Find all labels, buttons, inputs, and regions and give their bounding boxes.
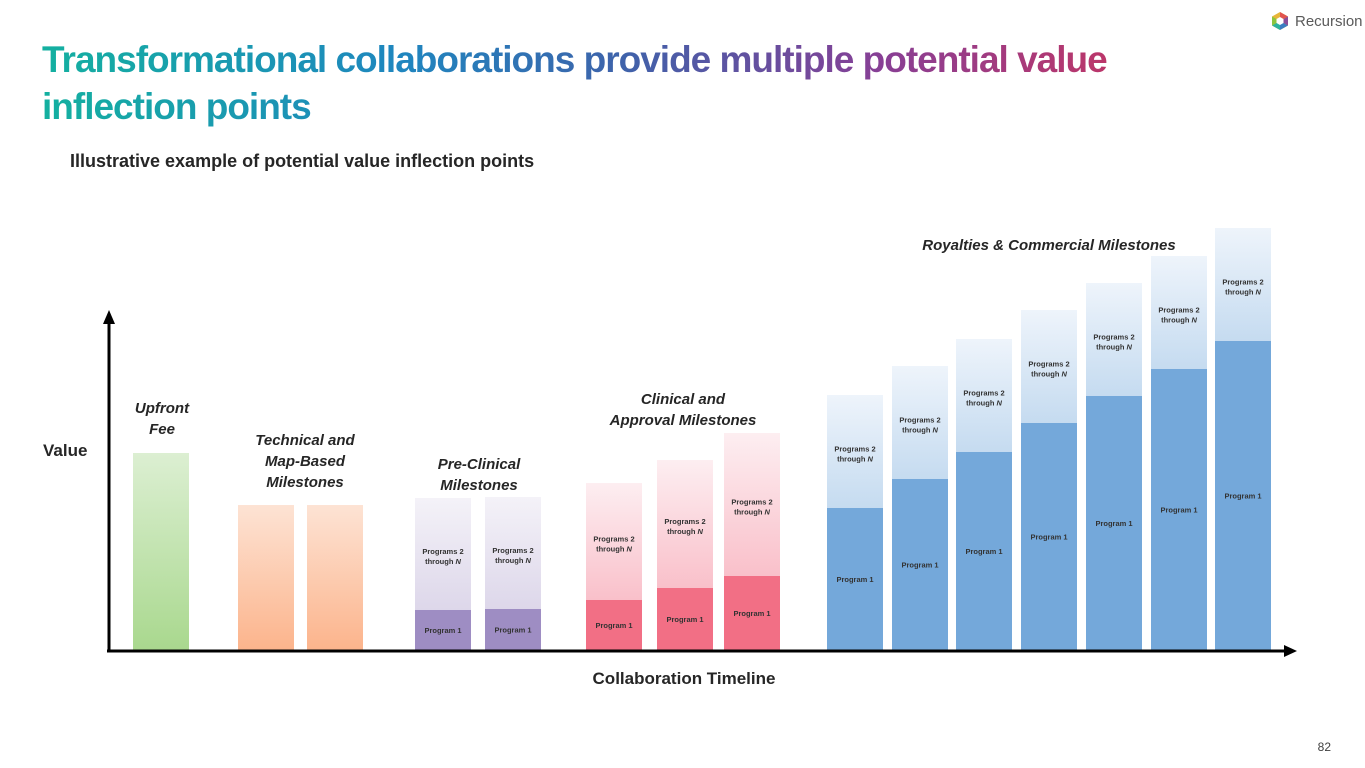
programs-2-through-n-label: Programs 2 through N [1158, 306, 1199, 325]
program-1-label: Program 1 [1095, 519, 1132, 528]
programs-2-through-n-label: Programs 2 through N [963, 389, 1004, 408]
y-axis-label: Value [43, 441, 87, 460]
brand-logo: Recursion [1271, 10, 1363, 32]
bar-segment-program-1 [1086, 396, 1142, 650]
bar-segment-programs-2-through-n [1086, 283, 1142, 396]
program-1-label: Program 1 [494, 626, 531, 635]
program-1-label: Program 1 [424, 626, 461, 635]
program-1-label: Program 1 [666, 615, 703, 624]
programs-2-through-n-label: Programs 2 through N [1093, 333, 1134, 352]
bar-15: Program 1 Programs 2 through N [1215, 228, 1271, 650]
bar-segment-program-1 [1021, 423, 1077, 650]
page-subtitle: Illustrative example of potential value … [70, 151, 535, 171]
page-number: 82 [1317, 740, 1331, 754]
bar-segment-program-1 [724, 576, 780, 650]
bar-segment-programs-2-through-n [892, 366, 948, 479]
bar-segment-total [133, 453, 189, 650]
bar-segment-programs-2-through-n [827, 395, 883, 508]
bar-segment-programs-2-through-n [485, 497, 541, 609]
bar-segment-programs-2-through-n [657, 460, 713, 588]
program-1-label: Program 1 [965, 547, 1002, 556]
bar-3 [307, 505, 363, 650]
brand-name: Recursion [1295, 12, 1363, 30]
bar-13: Program 1 Programs 2 through N [1086, 283, 1142, 650]
program-1-label: Program 1 [901, 561, 938, 570]
programs-2-through-n-label: Programs 2 through N [422, 547, 463, 566]
program-1-label: Program 1 [836, 575, 873, 584]
group-labels-layer: Upfront Fee Technical and Map-Based Mileston… [135, 237, 1176, 494]
bar-segment-programs-2-through-n [724, 433, 780, 576]
programs-2-through-n-label: Programs 2 through N [899, 416, 940, 435]
bar-segment-program-1 [827, 508, 883, 650]
axes [103, 310, 1297, 657]
programs-2-through-n-label: Programs 2 through N [1028, 360, 1069, 379]
bar-segment-program-1 [485, 609, 541, 650]
hexagon-logo-icon [1272, 12, 1288, 30]
bar-2 [238, 505, 294, 650]
bar-8: Program 1 Programs 2 through N [724, 433, 780, 650]
bar-segment-program-1 [892, 479, 948, 650]
program-1-label: Program 1 [1224, 492, 1261, 501]
programs-2-through-n-label: Programs 2 through N [834, 445, 875, 464]
program-1-label: Program 1 [595, 621, 632, 630]
x-axis-label: Collaboration Timeline [593, 669, 776, 688]
bar-segment-program-1 [586, 600, 642, 650]
bar-11: Program 1 Programs 2 through N [956, 339, 1012, 650]
bar-9: Program 1 Programs 2 through N [827, 395, 883, 650]
bar-segment-total [307, 505, 363, 650]
group-label-4: Clinical and Approval Milestones [609, 391, 757, 429]
programs-2-through-n-label: Programs 2 through N [593, 535, 634, 554]
bar-segment-programs-2-through-n [586, 483, 642, 600]
bar-segment-program-1 [415, 610, 471, 650]
bar-segment-program-1 [657, 588, 713, 650]
bar-segment-programs-2-through-n [956, 339, 1012, 452]
bar-segment-programs-2-through-n [1215, 228, 1271, 341]
bar-segment-program-1 [1151, 369, 1207, 650]
group-label-3: Pre-Clinical Milestones [438, 456, 521, 494]
bar-segment-total [238, 505, 294, 650]
bar-segment-program-1 [1215, 341, 1271, 650]
bar-14: Program 1 Programs 2 through N [1151, 256, 1207, 650]
group-label-1: Upfront Fee [135, 400, 190, 438]
programs-2-through-n-label: Programs 2 through N [731, 498, 772, 517]
bar-10: Program 1 Programs 2 through N [892, 366, 948, 650]
bar-7: Program 1 Programs 2 through N [657, 460, 713, 650]
bar-segment-programs-2-through-n [415, 498, 471, 610]
bar-segment-program-1 [956, 452, 1012, 650]
programs-2-through-n-label: Programs 2 through N [664, 517, 705, 536]
group-label-5: Royalties & Commercial Milestones [922, 237, 1175, 254]
bar-segment-programs-2-through-n [1151, 256, 1207, 369]
bar-4: Program 1 Programs 2 through N [415, 498, 471, 650]
program-1-label: Program 1 [1160, 506, 1197, 515]
bar-segment-programs-2-through-n [1021, 310, 1077, 423]
program-1-label: Program 1 [733, 609, 770, 618]
y-axis-arrow-icon [103, 310, 115, 324]
bar-6: Program 1 Programs 2 through N [586, 483, 642, 650]
programs-2-through-n-label: Programs 2 through N [492, 546, 533, 565]
page-title: Transformational collaborations provide … [42, 36, 1162, 130]
programs-2-through-n-label: Programs 2 through N [1222, 278, 1263, 297]
program-1-label: Program 1 [1030, 533, 1067, 542]
bar-1 [133, 453, 189, 650]
bar-12: Program 1 Programs 2 through N [1021, 310, 1077, 650]
group-label-2: Technical and Map-Based Milestones [255, 432, 355, 491]
x-axis-arrow-icon [1284, 645, 1297, 657]
bar-5: Program 1 Programs 2 through N [485, 497, 541, 650]
